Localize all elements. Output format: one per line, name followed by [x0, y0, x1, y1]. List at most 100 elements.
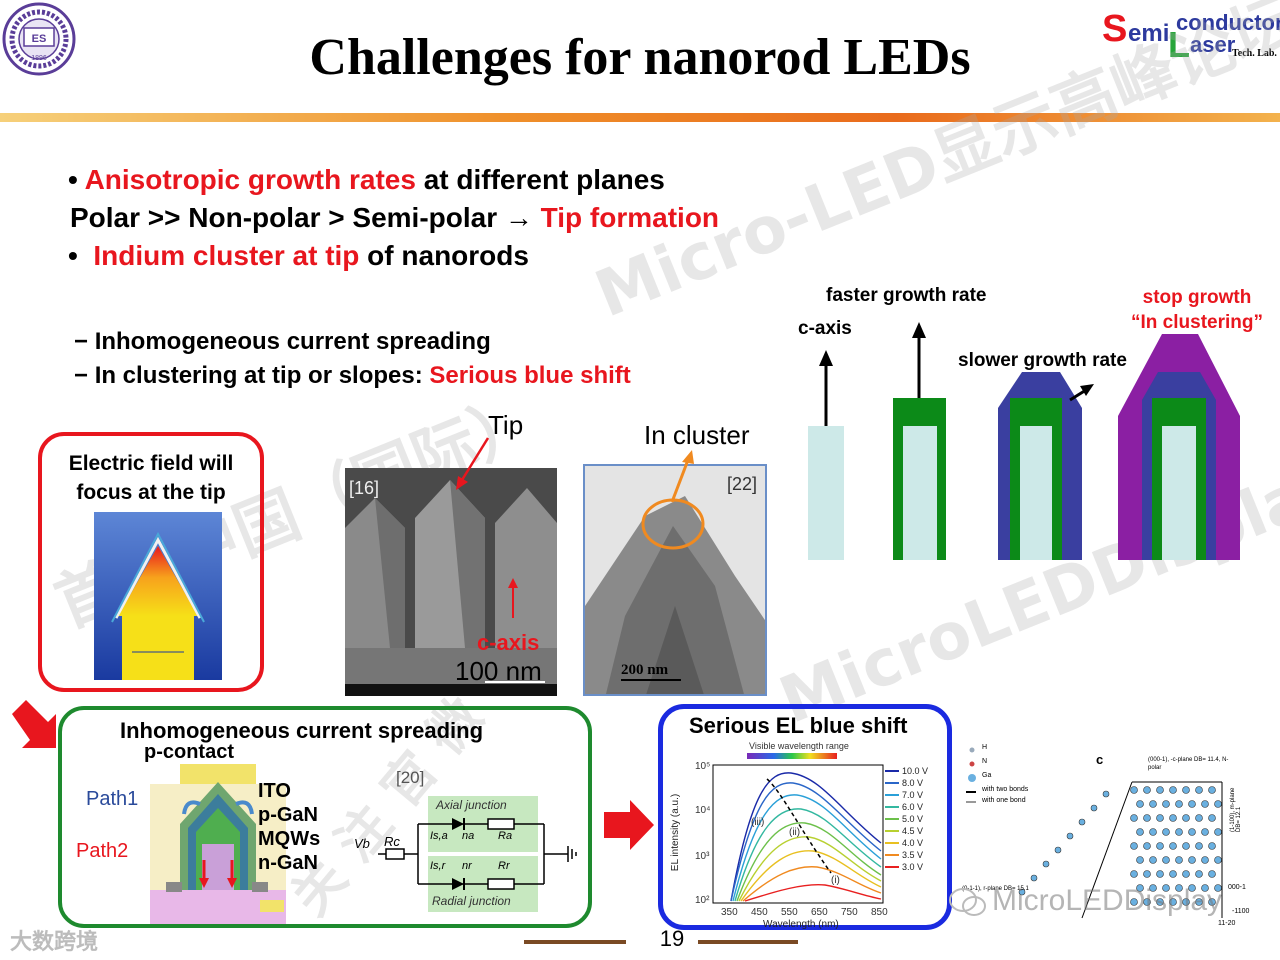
lattice-atom — [1175, 856, 1183, 864]
el-ytick-2: 10³ — [695, 851, 710, 862]
el-legend-label: 6.0 V — [902, 802, 924, 812]
arrow-diag-icon — [1080, 384, 1094, 396]
lattice-atom — [1175, 828, 1183, 836]
logo-left-text: ES — [32, 33, 47, 45]
free-atom — [1042, 860, 1050, 868]
lattice-atom — [1130, 786, 1138, 794]
lattice-atom — [1162, 884, 1170, 892]
sem-tip-label: Tip — [488, 410, 524, 440]
circuit-nr: nr — [462, 860, 472, 872]
line-2-black: Polar >> Non-polar > Semi-polar — [70, 202, 505, 233]
lattice-atom — [1175, 884, 1183, 892]
label-in-clustering: “In clustering” — [1131, 312, 1263, 333]
circuit-radial: Radial junction — [432, 894, 511, 908]
lattice-atom — [1201, 828, 1209, 836]
crystal-plane-m: (1-100), m-plane DB= 12.1 — [1230, 787, 1242, 832]
path1-label: Path1 — [86, 788, 139, 810]
circuit-isa: Is,a — [430, 830, 448, 842]
lattice-atom — [1156, 842, 1164, 850]
subbullet-2: − In clustering at tip or slopes: Seriou… — [74, 362, 631, 390]
page-number: 19 — [659, 926, 685, 951]
pointer-arrow-icon — [12, 700, 56, 748]
efield-panel: Electric field will focus at the tip — [38, 432, 264, 692]
nanorod-2 — [893, 322, 946, 560]
el-legend-swatch — [885, 806, 899, 808]
lattice-atom — [1143, 870, 1151, 878]
nanorod-3 — [998, 372, 1094, 560]
el-xtick-5: 850 — [871, 907, 888, 918]
crystal-structure — [966, 747, 1223, 919]
lattice-atom — [1136, 856, 1144, 864]
free-atom — [1030, 874, 1038, 882]
subbullet-1-dash: − — [74, 328, 89, 355]
lattice-atom — [1162, 800, 1170, 808]
circuit-diagram — [378, 796, 577, 912]
lattice-atom — [1130, 898, 1138, 906]
current-title: Inhomogeneous current spreading — [120, 718, 484, 743]
el-legend-item: 4.5 V — [885, 825, 945, 837]
crystal-legend-ga: Ga — [982, 772, 992, 779]
wechat-icon — [949, 888, 986, 916]
lattice-atom — [1195, 898, 1203, 906]
lattice-atom — [1214, 800, 1222, 808]
lattice-atom — [1169, 842, 1177, 850]
sem-image: [16] c-axis 100 nm — [345, 468, 557, 696]
lattice-atom — [1169, 898, 1177, 906]
lattice-atom — [1182, 814, 1190, 822]
el-ytick-1: 10⁴ — [695, 805, 711, 816]
layer-mqws: MQWs — [258, 828, 321, 850]
university-seal-icon: ES 1896 — [2, 2, 76, 76]
lattice-atom — [1188, 800, 1196, 808]
circuit-ra: Ra — [498, 830, 513, 842]
el-legend-item: 10.0 V — [885, 765, 945, 777]
el-legend-label: 5.0 V — [902, 814, 924, 824]
el-visible-range: Visible wavelength range — [749, 741, 849, 751]
lattice-atom — [1195, 814, 1203, 822]
lattice-atom — [1149, 856, 1157, 864]
path2-label: Path2 — [76, 840, 129, 862]
sem-texture — [345, 468, 557, 696]
lattice-atom — [1143, 786, 1151, 794]
lattice-atom — [1130, 842, 1138, 850]
wechat-watermark: MicroLEDDisplay — [948, 880, 1268, 924]
tem-in-cluster-label: In cluster — [644, 420, 750, 450]
lattice-atom — [1149, 828, 1157, 836]
tem-scale: 200 nm — [621, 662, 669, 678]
bullet-1-marker: • — [68, 164, 78, 195]
el-label-ii: (ii) — [789, 827, 801, 838]
lattice-atom — [1182, 870, 1190, 878]
label-faster-growth: faster growth rate — [826, 285, 987, 306]
layer-pgan: p-GaN — [258, 804, 318, 826]
tem-ref: [22] — [727, 474, 758, 494]
el-xtick-4: 750 — [841, 907, 858, 918]
subbullet-2-dash: − — [74, 362, 89, 389]
el-panel: Serious EL blue shift Visible wavelength… — [658, 704, 952, 930]
crystal-panel: c H N Ga with two bonds with one bond (0… — [962, 742, 1258, 932]
sem-scale: 100 nm — [455, 656, 542, 686]
right-logo: S emi L conductor aser Tech. Lab. — [1098, 6, 1280, 72]
el-label-iii: (iii) — [751, 817, 765, 828]
crystal-axis-2: -1100 — [1232, 908, 1250, 915]
el-xtick-3: 650 — [811, 907, 828, 918]
crystal-legend-two-bonds: with two bonds — [982, 786, 1029, 793]
lattice-atom — [1175, 800, 1183, 808]
free-atom — [1018, 888, 1026, 896]
nanorod-1 — [808, 350, 844, 560]
el-legend-item: 8.0 V — [885, 777, 945, 789]
el-legend-label: 3.0 V — [902, 862, 924, 872]
lattice-atom — [1195, 786, 1203, 794]
lattice-atom — [1208, 898, 1216, 906]
lattice-atom — [1214, 856, 1222, 864]
lattice-atom — [1169, 870, 1177, 878]
bottom-left-watermark: 大数跨境 — [10, 929, 99, 954]
logo-laser: aser — [1190, 32, 1236, 57]
circuit-ref: [20] — [396, 768, 425, 787]
crystal-legend-n: N — [982, 758, 988, 765]
lattice-atom — [1162, 828, 1170, 836]
lattice-atom — [1156, 870, 1164, 878]
crystal-plane-semi: (0-1-1), r-plane DB= 15.1 — [962, 886, 1029, 892]
el-xtick-1: 450 — [751, 907, 768, 918]
el-legend-label: 4.0 V — [902, 838, 924, 848]
el-legend-swatch — [885, 818, 899, 820]
wechat-text: MicroLEDDisplay — [992, 884, 1223, 917]
